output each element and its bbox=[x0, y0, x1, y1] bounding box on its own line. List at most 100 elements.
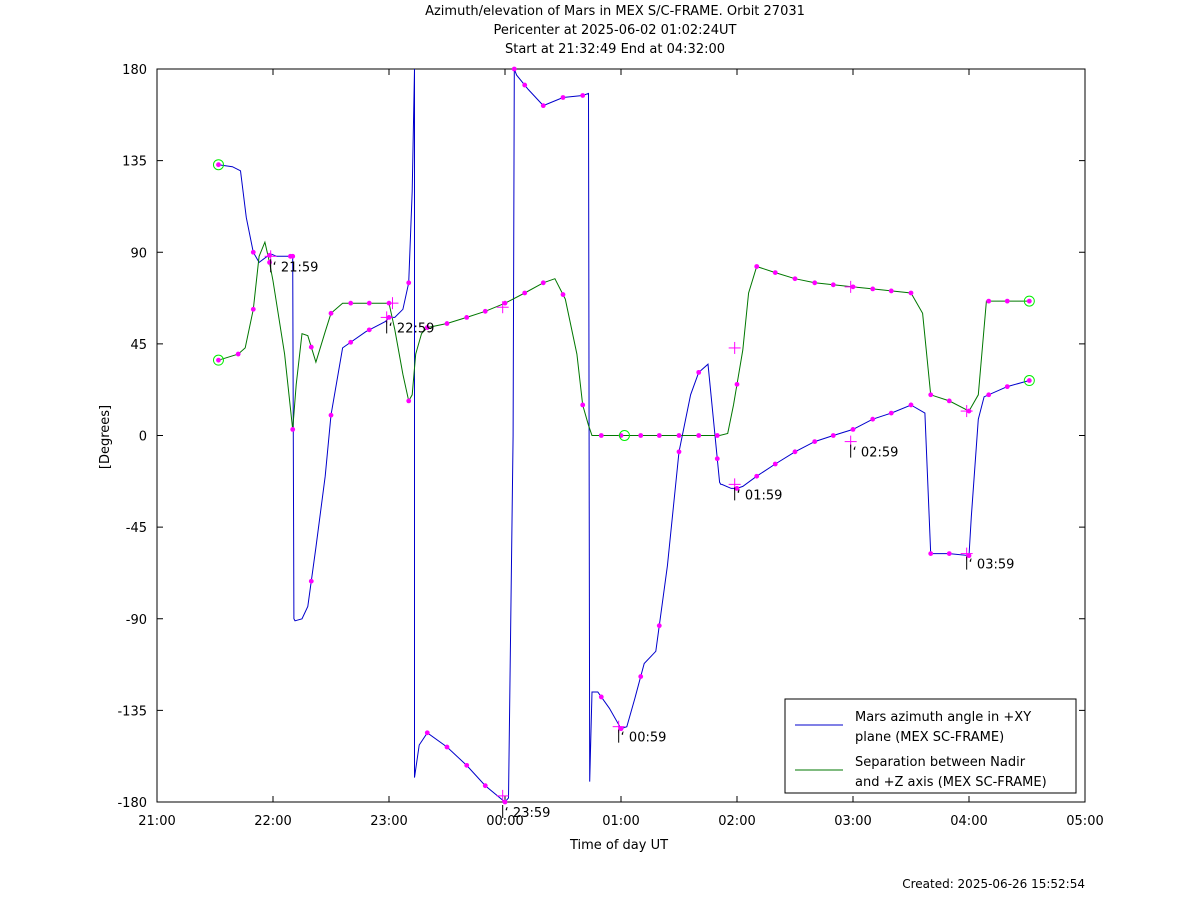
x-tick-label: 00:00 bbox=[486, 814, 523, 829]
x-tick-label: 05:00 bbox=[1066, 814, 1103, 829]
chart-subtitle-range: Start at 21:32:49 End at 04:32:00 bbox=[504, 42, 726, 57]
x-tick-label: 02:00 bbox=[718, 814, 755, 829]
endpoint-circle bbox=[212, 354, 224, 366]
azimuth-data-point bbox=[812, 439, 818, 445]
legend-label-azimuth: Mars azimuth angle in +XY bbox=[855, 710, 1031, 725]
y-tick-label: -135 bbox=[117, 704, 147, 719]
separation-data-point bbox=[696, 433, 702, 438]
separation-data-point bbox=[580, 402, 586, 408]
y-tick-label: -45 bbox=[126, 521, 147, 536]
azimuth-data-point bbox=[424, 730, 430, 736]
separation-data-point bbox=[812, 280, 818, 286]
azimuth-data-point bbox=[1026, 378, 1032, 383]
chart-title: Azimuth/elevation of Mars in MEX S/C-FRA… bbox=[425, 4, 805, 19]
azimuth-data-point bbox=[830, 433, 836, 438]
separation-data-point bbox=[986, 298, 992, 304]
separation-data-point bbox=[754, 264, 760, 269]
separation-data-point bbox=[308, 344, 314, 350]
time-annotation-label: ‘ 21:59 bbox=[273, 260, 319, 275]
separation-data-point bbox=[1004, 298, 1010, 304]
separation-data-point bbox=[424, 325, 430, 330]
separation-data-point bbox=[734, 381, 740, 387]
separation-data-point bbox=[870, 286, 876, 292]
azimuth-data-point bbox=[1004, 384, 1010, 390]
azimuth-data-point bbox=[348, 339, 354, 345]
legend-label-separation: and +Z axis (MEX SC-FRAME) bbox=[855, 775, 1047, 790]
separation-data-point bbox=[946, 398, 952, 404]
separation-data-point bbox=[676, 433, 682, 438]
azimuth-data-point bbox=[908, 402, 914, 408]
separation-data-point bbox=[235, 351, 241, 357]
x-tick-label: 03:00 bbox=[834, 814, 871, 829]
x-tick-label: 01:00 bbox=[602, 814, 639, 829]
azimuth-data-point bbox=[754, 473, 760, 479]
legend-label-separation: Separation between Nadir bbox=[855, 755, 1026, 770]
azimuth-data-point bbox=[308, 578, 314, 584]
azimuth-data-point bbox=[850, 426, 856, 432]
azimuth-data-point bbox=[267, 252, 272, 258]
azimuth-data-point bbox=[734, 486, 740, 491]
azimuth-data-point bbox=[888, 410, 894, 416]
azimuth-data-point bbox=[502, 799, 508, 805]
azimuth-data-point bbox=[482, 783, 488, 789]
azimuth-data-point bbox=[618, 726, 624, 732]
separation-data-point bbox=[348, 300, 354, 306]
y-tick-label: -180 bbox=[117, 796, 147, 811]
separation-data-point bbox=[772, 270, 778, 276]
azimuth-data-point bbox=[714, 456, 720, 462]
separation-data-point bbox=[290, 426, 296, 432]
azimuth-data-point bbox=[540, 103, 546, 109]
y-tick-label: 90 bbox=[130, 246, 147, 261]
separation-data-point bbox=[502, 300, 508, 306]
endpoint-circle bbox=[1023, 295, 1035, 307]
azimuth-data-point bbox=[560, 95, 566, 100]
separation-data-point bbox=[328, 310, 334, 316]
azimuth-data-point bbox=[656, 623, 662, 629]
separation-data-point bbox=[482, 308, 488, 314]
y-tick-label: 0 bbox=[139, 430, 147, 445]
endpoint-circle bbox=[1023, 375, 1035, 387]
separation-data-point bbox=[928, 392, 934, 398]
separation-data-point bbox=[267, 260, 272, 265]
azimuth-data-point bbox=[946, 551, 952, 556]
azimuth-data-point bbox=[772, 461, 778, 467]
separation-data-point bbox=[830, 282, 836, 288]
separation-data-point bbox=[638, 433, 644, 438]
azimuth-data-point bbox=[966, 553, 972, 559]
separation-data-point bbox=[406, 398, 412, 404]
azimuth-data-point bbox=[598, 694, 604, 700]
separation-data-point bbox=[216, 357, 221, 363]
separation-data-point bbox=[250, 306, 256, 312]
azimuth-data-point bbox=[406, 280, 412, 286]
azimuth-data-point bbox=[928, 551, 934, 556]
azimuth-data-point bbox=[792, 449, 798, 455]
x-axis-label: Time of day UT bbox=[569, 838, 668, 853]
y-tick-label: 135 bbox=[122, 155, 147, 170]
azimuth-data-point bbox=[464, 762, 470, 768]
azimuth-data-point bbox=[444, 744, 450, 750]
azimuth-data-point bbox=[696, 369, 702, 375]
time-annotation-label: ‘ 22:59 bbox=[389, 321, 435, 336]
separation-data-point bbox=[464, 315, 470, 320]
azimuth-data-point bbox=[676, 449, 682, 455]
separation-data-point bbox=[560, 292, 566, 297]
separation-data-point bbox=[1026, 298, 1032, 304]
separation-data-point bbox=[888, 288, 894, 294]
y-tick-label: 180 bbox=[122, 63, 147, 78]
azimuth-data-point bbox=[216, 162, 221, 168]
legend-box bbox=[784, 698, 1077, 794]
endpoint-circle bbox=[618, 430, 630, 441]
separation-data-point bbox=[522, 290, 528, 296]
separation-data-point bbox=[656, 433, 662, 438]
azimuth-data-point bbox=[511, 66, 517, 72]
azimuth-data-point bbox=[522, 82, 528, 88]
chart-subtitle-pericenter: Pericenter at 2025-06-02 01:02:24UT bbox=[493, 23, 737, 38]
azimuth-data-point bbox=[250, 249, 256, 255]
separation-data-point bbox=[714, 433, 720, 438]
endpoint-circle bbox=[212, 159, 224, 171]
x-tick-label: 04:00 bbox=[950, 814, 987, 829]
separation-data-point bbox=[540, 280, 546, 286]
separation-data-point bbox=[908, 290, 914, 296]
azimuth-data-point bbox=[366, 327, 372, 333]
